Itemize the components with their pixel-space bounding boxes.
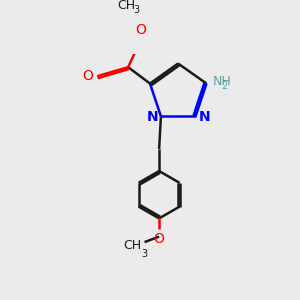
- Text: N: N: [199, 110, 210, 124]
- Text: 3: 3: [133, 5, 139, 15]
- Text: O: O: [154, 232, 165, 245]
- Text: 2: 2: [221, 82, 227, 92]
- Text: NH: NH: [213, 75, 232, 88]
- Text: CH: CH: [123, 238, 141, 251]
- Text: 3: 3: [142, 249, 148, 259]
- Text: O: O: [82, 69, 94, 83]
- Text: N: N: [146, 110, 158, 124]
- Text: O: O: [135, 23, 146, 37]
- Text: CH: CH: [117, 0, 135, 12]
